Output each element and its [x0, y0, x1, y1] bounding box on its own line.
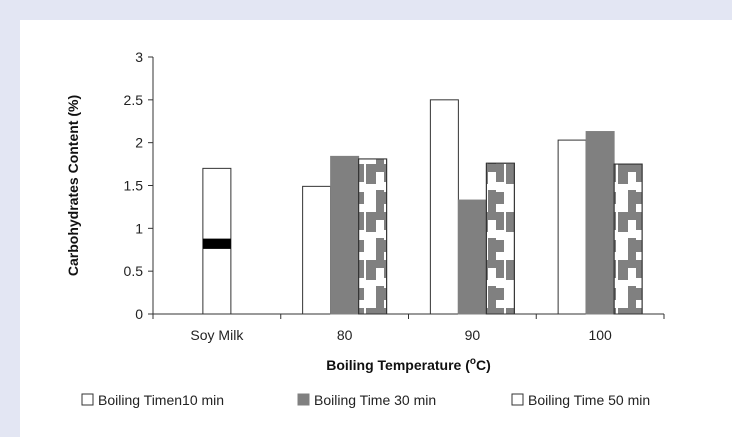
- bar-outline: [613, 163, 643, 315]
- bar: [358, 158, 388, 315]
- legend-swatch: [81, 393, 94, 406]
- bar: [302, 185, 332, 315]
- legend-swatch: [511, 393, 524, 406]
- y-axis-title: Carbohydrates Content (%): [65, 95, 81, 276]
- y-tick-label: 0: [135, 306, 143, 322]
- y-tick-label: 1.5: [124, 178, 144, 194]
- y-tick-label: 2.5: [124, 92, 144, 108]
- bar: [485, 162, 515, 315]
- y-axis: 0 0.5 1 1.5 2 2.5 3: [124, 49, 154, 322]
- legend-swatch: [297, 393, 310, 406]
- chart-card: 0 0.5 1 1.5 2 2.5 3 Soy Milk 80 90 100 Carbohydra…: [20, 20, 732, 437]
- x-tick-label: Soy Milk: [190, 327, 244, 343]
- x-tick-label: 100: [588, 327, 612, 343]
- bar: [585, 131, 615, 315]
- x-axis: Soy Milk 80 90 100: [152, 313, 665, 343]
- bar-marker: [202, 238, 231, 249]
- bar-outline: [485, 162, 515, 315]
- bar: [613, 163, 643, 315]
- y-tick-label: 3: [135, 49, 143, 65]
- bar: [457, 199, 487, 315]
- bar: [557, 139, 587, 315]
- legend-label: Boiling Time 50 min: [528, 392, 650, 408]
- y-tick-label: 0.5: [124, 263, 144, 279]
- x-tick-label: 80: [337, 327, 353, 343]
- x-tick-label: 90: [465, 327, 481, 343]
- legend-label: Boiling Timen10 min: [98, 392, 224, 408]
- legend-label: Boiling Time 30 min: [314, 392, 436, 408]
- y-tick-label: 2: [135, 135, 143, 151]
- bar-outline: [358, 158, 388, 315]
- x-axis-title: Boiling Temperature (oC): [326, 356, 491, 373]
- legend: Boiling Timen10 min Boiling Time 30 min Bo…: [81, 392, 650, 408]
- bar: [429, 99, 459, 315]
- bar: [330, 155, 360, 315]
- y-tick-label: 1: [135, 220, 143, 236]
- bars: [202, 99, 643, 315]
- bar-chart: 0 0.5 1 1.5 2 2.5 3 Soy Milk 80 90 100 Carbohydra…: [65, 49, 665, 408]
